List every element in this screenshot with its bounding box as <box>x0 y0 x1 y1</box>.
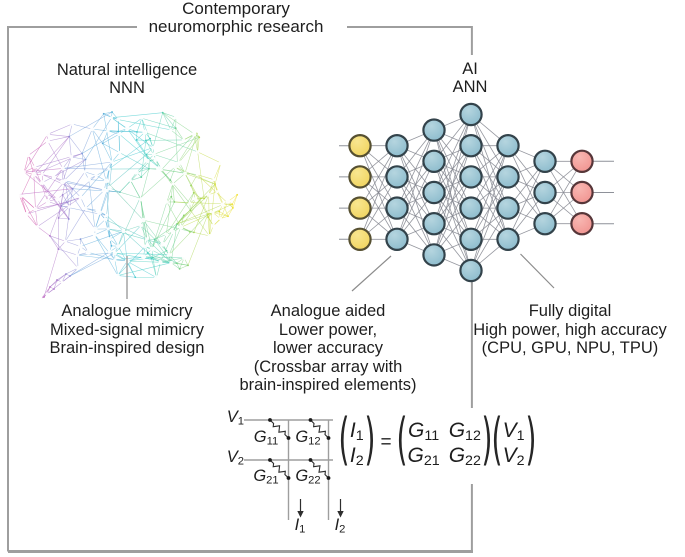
heading-line: AI <box>462 60 478 78</box>
pointer-lines <box>126 253 555 299</box>
matrix-equation: ( I1 I2 ) = ( G11 G12 G21 G22 ) ( V1 V2 … <box>338 407 536 472</box>
equation-rhs-vector: V1 V2 <box>502 418 526 468</box>
equals-sign: = <box>380 432 392 453</box>
equation-matrix: G11 G12 G21 G22 <box>406 418 481 468</box>
caption-line: Brain-inspired design <box>49 339 205 358</box>
close-paren: ) <box>364 407 376 472</box>
conductance-label-g12: G12 <box>295 428 321 448</box>
conductance-label-g22: G22 <box>295 467 321 487</box>
open-paren: ( <box>396 407 408 472</box>
fully-digital-caption: Fully digital High power, high accuracy … <box>458 302 682 358</box>
vector-entry: V1 <box>502 419 525 445</box>
caption-line: lower accuracy <box>272 339 384 358</box>
close-paren: ) <box>481 407 493 472</box>
matrix-entry: G21 <box>407 444 440 470</box>
caption-line: brain-inspired elements) <box>239 376 417 395</box>
heading-line: NNN <box>109 78 145 97</box>
equation-lhs-vector: I1 I2 <box>349 418 365 468</box>
voltage-label-v1: V1 <box>226 408 244 428</box>
brain-network <box>17 111 239 301</box>
vector-entry: I2 <box>349 444 364 470</box>
bracket-lines <box>7 26 473 553</box>
vector-entry: V2 <box>502 444 525 470</box>
caption-line: Analogue mimicry <box>61 302 193 320</box>
matrix-entry: G12 <box>448 419 481 445</box>
caption-line: Mixed-signal mimicry <box>49 320 205 339</box>
caption-line: (Crossbar array with <box>253 357 403 376</box>
ann-network <box>339 102 614 283</box>
heading-line: Natural intelligence <box>56 61 198 79</box>
caption-line: High power, high accuracy <box>473 320 667 339</box>
figure-title: Contemporary neuromorphic research <box>106 0 366 35</box>
close-paren: ) <box>525 407 536 472</box>
open-paren: ( <box>338 407 350 472</box>
current-label-i1: I1 <box>294 516 306 536</box>
conductance-label-g21: G21 <box>253 467 279 487</box>
analogue-aided-caption: Analogue aided Lower power, lower accura… <box>214 302 442 395</box>
title-line: neuromorphic research <box>148 16 324 36</box>
ai-ann-label: AI ANN <box>370 60 570 96</box>
open-paren: ( <box>491 407 503 472</box>
caption-line: (CPU, GPU, NPU, TPU) <box>481 339 659 358</box>
caption-line: Analogue aided <box>270 302 386 320</box>
matrix-entry: G11 <box>408 419 440 445</box>
title-line: Contemporary <box>182 0 290 18</box>
caption-line: Lower power, <box>278 320 378 339</box>
heading-line: ANN <box>452 77 488 96</box>
natural-intelligence-label: Natural intelligence NNN <box>27 61 227 97</box>
analogue-mimicry-caption: Analogue mimicry Mixed-signal mimicry Br… <box>17 302 237 358</box>
crossbar-circuit <box>244 418 344 520</box>
voltage-label-v2: V2 <box>226 448 244 468</box>
conductance-label-g11: G11 <box>253 428 279 448</box>
current-label-i2: I2 <box>334 516 346 536</box>
matrix-entry: G22 <box>448 444 481 470</box>
caption-line: Fully digital <box>528 302 612 320</box>
vector-entry: I1 <box>349 419 364 445</box>
